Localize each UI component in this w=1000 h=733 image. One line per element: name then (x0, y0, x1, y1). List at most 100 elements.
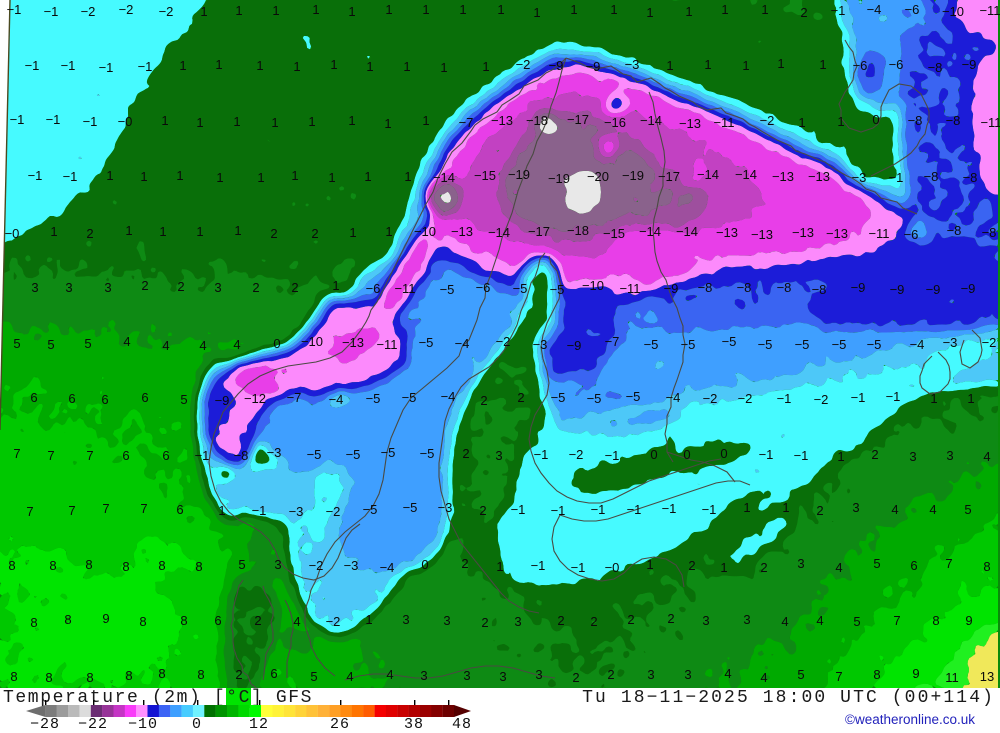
svg-text:−10: −10 (301, 334, 323, 349)
svg-text:1: 1 (215, 57, 222, 72)
svg-text:−11: −11 (619, 281, 640, 296)
svg-text:6: 6 (141, 390, 148, 405)
svg-text:3: 3 (702, 613, 709, 628)
svg-text:−3: −3 (943, 335, 958, 350)
svg-text:−5: −5 (363, 502, 378, 517)
svg-text:1: 1 (761, 2, 768, 17)
svg-text:3: 3 (535, 667, 542, 682)
svg-text:2: 2 (627, 612, 634, 627)
svg-text:1: 1 (271, 115, 278, 130)
svg-text:5: 5 (797, 667, 804, 682)
svg-text:−13: −13 (772, 169, 794, 184)
svg-text:1: 1 (385, 2, 392, 17)
svg-text:1: 1 (482, 59, 489, 74)
svg-text:1: 1 (291, 168, 298, 183)
svg-text:1: 1 (837, 114, 844, 129)
svg-text:8: 8 (49, 558, 56, 573)
svg-text:0: 0 (650, 447, 657, 462)
svg-text:6: 6 (176, 502, 183, 517)
svg-text:1: 1 (782, 500, 789, 515)
svg-text:−2: −2 (81, 4, 96, 19)
svg-text:−1: −1 (28, 168, 43, 183)
svg-text:−14: −14 (640, 113, 662, 128)
svg-text:−11: −11 (713, 115, 734, 130)
svg-text:1: 1 (233, 114, 240, 129)
svg-text:13: 13 (980, 669, 994, 684)
svg-text:−7: −7 (287, 390, 302, 405)
svg-text:−9: −9 (586, 59, 601, 74)
svg-text:2: 2 (480, 393, 487, 408)
svg-text:2: 2 (254, 613, 261, 628)
svg-text:2: 2 (270, 226, 277, 241)
svg-text:1: 1 (159, 224, 166, 239)
svg-text:−12: −12 (244, 391, 266, 406)
svg-text:−2: −2 (516, 57, 531, 72)
svg-text:2: 2 (590, 614, 597, 629)
svg-text:−5: −5 (346, 447, 361, 462)
svg-text:3: 3 (909, 449, 916, 464)
svg-text:−11: −11 (868, 226, 889, 241)
svg-text:2: 2 (557, 613, 564, 628)
svg-text:−4: −4 (441, 389, 456, 404)
svg-text:−1: −1 (794, 448, 809, 463)
svg-text:7: 7 (13, 446, 20, 461)
svg-text:1: 1 (798, 115, 805, 130)
svg-text:1: 1 (570, 2, 577, 17)
svg-text:−13: −13 (808, 169, 830, 184)
svg-text:4: 4 (929, 502, 936, 517)
svg-text:3: 3 (743, 612, 750, 627)
svg-text:−7: −7 (459, 115, 474, 130)
svg-text:−13: −13 (751, 227, 773, 242)
svg-text:8: 8 (8, 558, 15, 573)
svg-text:3: 3 (65, 280, 72, 295)
svg-text:−5: −5 (550, 282, 565, 297)
svg-text:6: 6 (68, 391, 75, 406)
svg-text:8: 8 (983, 559, 990, 574)
svg-text:2: 2 (760, 560, 767, 575)
svg-text:5: 5 (310, 669, 317, 684)
svg-text:−1: −1 (63, 169, 78, 184)
svg-text:−19: −19 (508, 167, 530, 182)
svg-text:−5: −5 (440, 282, 455, 297)
svg-text:2: 2 (141, 278, 148, 293)
svg-text:−18: −18 (567, 223, 589, 238)
svg-text:−11: −11 (394, 281, 415, 296)
svg-text:4: 4 (835, 560, 842, 575)
svg-text:1: 1 (385, 224, 392, 239)
svg-text:−8: −8 (928, 60, 943, 75)
svg-text:−19: −19 (548, 171, 570, 186)
svg-text:0: 0 (421, 557, 428, 572)
svg-text:−1: −1 (138, 59, 153, 74)
svg-text:9: 9 (965, 613, 972, 628)
svg-text:−15: −15 (603, 226, 625, 241)
svg-text:8: 8 (139, 614, 146, 629)
svg-text:3: 3 (647, 667, 654, 682)
svg-text:−11: −11 (980, 115, 1000, 130)
svg-text:1: 1 (218, 503, 225, 518)
svg-text:5: 5 (84, 336, 91, 351)
svg-text:−14: −14 (735, 167, 757, 182)
svg-text:1: 1 (384, 116, 391, 131)
svg-text:−0: −0 (118, 114, 133, 129)
svg-text:−1: −1 (83, 114, 98, 129)
svg-text:−8: −8 (777, 280, 792, 295)
svg-text:−8: −8 (908, 113, 923, 128)
svg-text:8: 8 (122, 559, 129, 574)
svg-text:7: 7 (893, 613, 900, 628)
svg-text:3: 3 (31, 280, 38, 295)
svg-text:6: 6 (30, 390, 37, 405)
svg-text:−15: −15 (474, 168, 496, 183)
svg-text:−4: −4 (666, 390, 681, 405)
svg-text:−1: −1 (252, 503, 267, 518)
svg-text:−2: −2 (326, 504, 341, 519)
svg-text:2: 2 (871, 447, 878, 462)
svg-text:3: 3 (499, 669, 506, 684)
svg-text:−5: −5 (644, 337, 659, 352)
svg-text:1: 1 (348, 4, 355, 19)
svg-text:4: 4 (233, 337, 240, 352)
svg-text:−1: −1 (10, 112, 25, 127)
svg-text:1: 1 (312, 2, 319, 17)
svg-text:4: 4 (760, 670, 767, 685)
svg-text:−1: −1 (531, 558, 546, 573)
svg-text:−18: −18 (526, 113, 548, 128)
